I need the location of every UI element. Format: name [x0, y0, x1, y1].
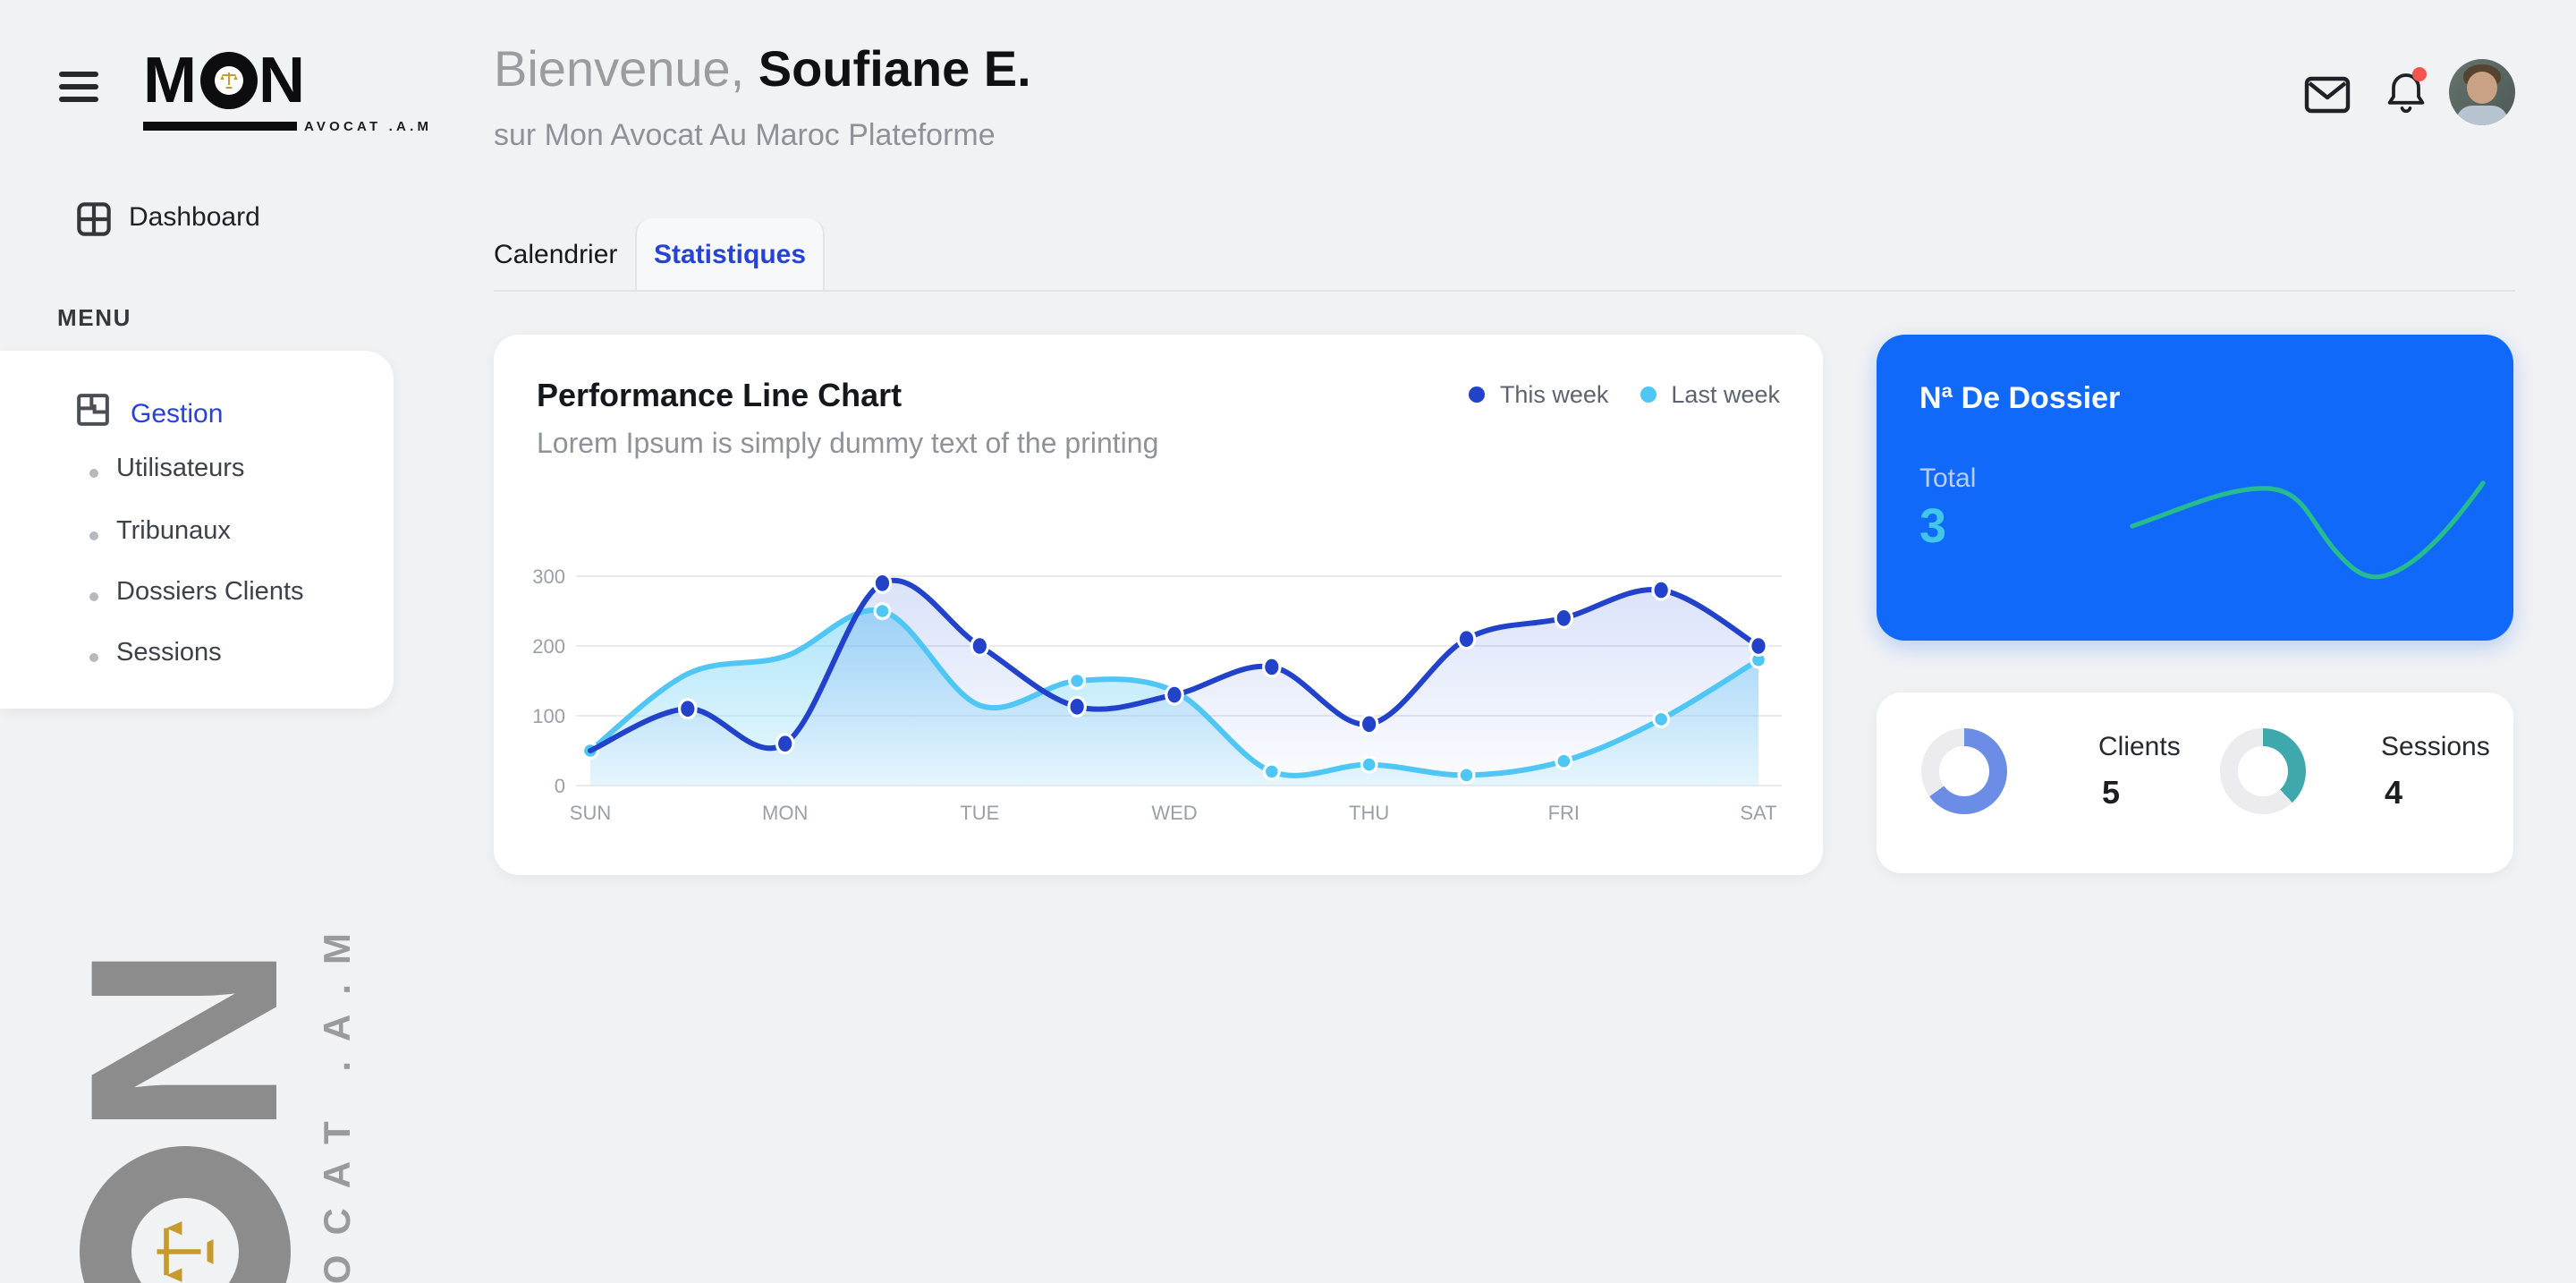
sidebar-item-dossiers-clients[interactable]: Dossiers Clients — [0, 574, 394, 621]
svg-text:FRI: FRI — [1548, 802, 1580, 824]
hamburger-menu-icon[interactable] — [59, 72, 98, 102]
sessions-value: 4 — [2385, 775, 2403, 811]
logo-letter-n: N — [258, 43, 306, 116]
tabs-divider — [494, 289, 2515, 293]
greeting-light: Bienvenue, — [494, 41, 745, 97]
bullet-icon — [89, 653, 98, 662]
donut-hole — [1939, 746, 1989, 796]
watermark-caption: AVOCAT .A.M — [317, 913, 358, 1283]
tab-calendrier[interactable]: Calendrier — [494, 218, 635, 290]
sidebar-dossiers-clients-label: Dossiers Clients — [116, 578, 304, 607]
chart-legend: This week Last week — [1469, 381, 1780, 408]
donut-hole — [2238, 746, 2288, 796]
gestion-layout-icon — [75, 392, 111, 437]
bullet-icon — [89, 469, 98, 478]
sidebar-item-dashboard[interactable]: Dashboard — [0, 190, 394, 251]
greeting-name: Soufiane E. — [758, 41, 1031, 97]
watermark-bar-row: AVOCAT .A.M — [317, 913, 360, 1283]
sessions-donut-chart — [2220, 728, 2306, 814]
bell-icon — [2383, 67, 2429, 122]
mail-icon — [2304, 76, 2351, 120]
logo-word: M N — [143, 43, 432, 116]
sidebar-dashboard-label: Dashboard — [129, 202, 260, 233]
dossier-card: Nª De Dossier Total 3 — [1877, 335, 2513, 641]
tab-statistiques[interactable]: Statistiques — [635, 218, 825, 290]
logo-caption: AVOCAT .A.M — [304, 118, 433, 134]
dossier-total-label: Total — [1919, 463, 1977, 494]
sidebar-tribunaux-label: Tribunaux — [116, 517, 231, 546]
sidebar-item-utilisateurs[interactable]: Utilisateurs — [0, 451, 394, 497]
tab-calendrier-label: Calendrier — [494, 240, 618, 270]
dossier-total-value: 3 — [1919, 499, 1947, 553]
user-avatar[interactable] — [2449, 59, 2515, 125]
watermark-letter-n: N — [33, 939, 334, 1138]
page-subtitle: sur Mon Avocat Au Maroc Plateforme — [494, 118, 996, 152]
svg-text:SUN: SUN — [570, 802, 611, 824]
mail-button[interactable] — [2304, 75, 2351, 115]
svg-text:TUE: TUE — [960, 802, 999, 824]
clients-value: 5 — [2102, 775, 2121, 811]
sidebar-item-tribunaux[interactable]: Tribunaux — [0, 514, 394, 560]
brand-watermark: M N AVOCAT .A.M — [33, 913, 402, 1283]
bullet-icon — [89, 592, 98, 601]
tab-statistiques-label: Statistiques — [653, 240, 807, 270]
logo-letter-o — [199, 52, 257, 109]
svg-text:WED: WED — [1151, 802, 1197, 824]
sidebar-gestion-label: Gestion — [131, 399, 224, 429]
notification-badge — [2412, 67, 2427, 81]
sidebar-menu-card: Gestion Utilisateurs Tribunaux Dossiers … — [0, 351, 394, 709]
performance-line-chart: 0 100 200 300 SUN MON TUE WED THU FRI SAT — [532, 565, 1782, 824]
avatar-face — [2467, 72, 2497, 104]
legend-dot-last-week — [1640, 387, 1657, 403]
sidebar-item-gestion[interactable]: Gestion — [0, 372, 394, 444]
watermark-logo: M N — [33, 913, 334, 1283]
sidebar-sessions-label: Sessions — [116, 639, 222, 667]
legend-dot-this-week — [1469, 387, 1486, 403]
sidebar-item-sessions[interactable]: Sessions — [0, 635, 394, 682]
app-logo[interactable]: M N AVOCAT .A.M — [143, 43, 432, 134]
watermark-letter-o — [79, 1146, 291, 1283]
dossier-sparkline — [2130, 480, 2486, 580]
svg-text:0: 0 — [555, 775, 565, 797]
svg-text:200: 200 — [532, 635, 565, 658]
sidebar-utilisateurs-label: Utilisateurs — [116, 455, 245, 483]
svg-text:MON: MON — [762, 802, 808, 824]
svg-text:SAT: SAT — [1740, 802, 1776, 824]
dashboard-grid-icon — [75, 200, 113, 247]
sidebar-menu-heading: MENU — [57, 304, 131, 331]
legend-label-last-week: Last week — [1671, 381, 1780, 408]
svg-text:THU: THU — [1349, 802, 1389, 824]
logo-underline-bar — [143, 122, 297, 131]
clients-label: Clients — [2098, 732, 2181, 762]
clients-donut-chart — [1921, 728, 2007, 814]
scales-of-justice-icon — [131, 1198, 239, 1283]
chart-title: Performance Line Chart — [537, 378, 902, 413]
dossier-card-title: Nª De Dossier — [1919, 381, 2121, 415]
legend-label-this-week: This week — [1499, 381, 1609, 408]
logo-bar-row: AVOCAT .A.M — [143, 118, 432, 134]
bullet-icon — [89, 531, 98, 540]
stats-card: Clients 5 Sessions 4 — [1877, 692, 2513, 873]
sessions-label: Sessions — [2381, 732, 2490, 762]
avatar-shirt — [2456, 106, 2508, 125]
chart-subtitle: Lorem Ipsum is simply dummy text of the … — [537, 429, 1159, 460]
svg-text:100: 100 — [532, 705, 565, 727]
scales-of-justice-icon — [214, 66, 242, 95]
notifications-button[interactable] — [2383, 66, 2429, 116]
page-title: Bienvenue, Soufiane E. — [494, 39, 1031, 99]
performance-chart-card: Performance Line Chart Lorem Ipsum is si… — [494, 335, 1823, 875]
svg-text:300: 300 — [532, 565, 565, 588]
logo-letter-m: M — [143, 43, 198, 116]
